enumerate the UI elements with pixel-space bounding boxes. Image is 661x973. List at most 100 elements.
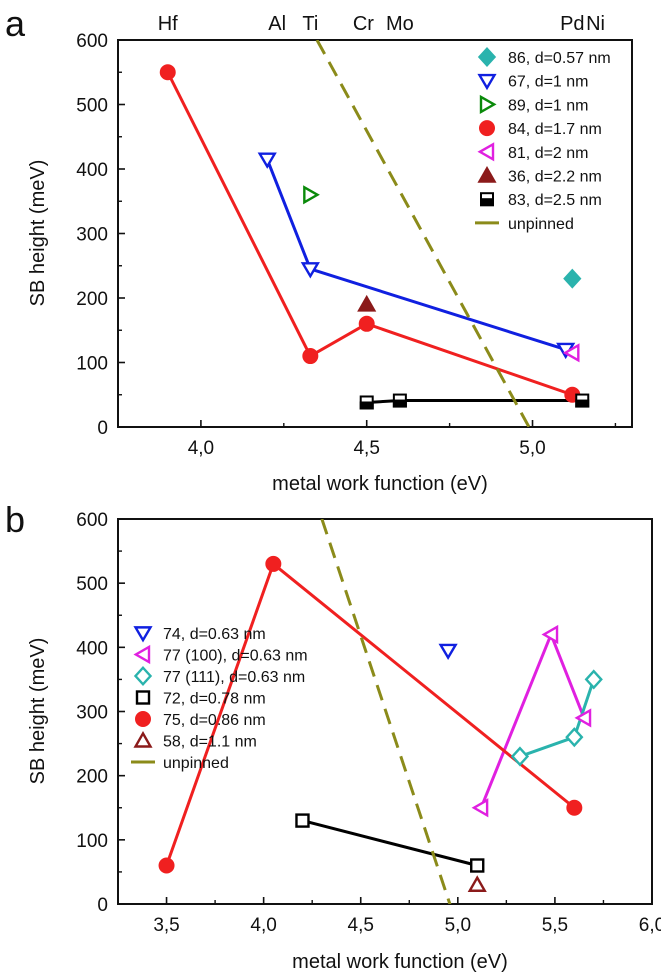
- panel-a-legend-label: 67, d=1 nm: [508, 74, 589, 91]
- panel-a-metal-label: Al: [268, 13, 286, 35]
- panel-b-legend-label: unpinned: [163, 755, 229, 772]
- panel-a-legend: 86, d=0.57 nm 67, d=1 nm 89, d=1 nm 84, d=1…: [475, 46, 611, 233]
- panel-b-x-tick-label: 4,5: [348, 915, 374, 936]
- panel-a-series-6-point: [575, 393, 590, 408]
- panel-b-y-axis-label: SB height (meV): [27, 638, 49, 785]
- panel-a-series-2-point: [303, 185, 320, 205]
- panel-b-x-tick-label: 4,0: [250, 915, 276, 936]
- panel-b-y-tick-label: 600: [76, 510, 108, 531]
- panel-b-series-1-point: [471, 798, 489, 818]
- panel-b-series-5-point: [467, 875, 487, 892]
- panel-a-metal-label: Pd: [560, 13, 584, 35]
- panel-b-x-tick-label: 6,0: [639, 915, 661, 936]
- panel-b-series-line-3: [302, 819, 478, 867]
- panel-b-x-axis-label: metal work function (eV): [292, 951, 508, 973]
- panel-b-series-4-point: [158, 857, 175, 874]
- panel-b-series-0-point: [438, 643, 458, 661]
- panel-a-legend-swatch-1: [477, 73, 497, 91]
- panel-a-metal-label: Hf: [158, 13, 178, 35]
- panel-a-legend-label: unpinned: [508, 216, 574, 233]
- panel-a-series-6-point-fill: [575, 399, 590, 408]
- panel-b-legend-label: 74, d=0.63 nm: [163, 626, 266, 643]
- panel-b-legend-swatch-3: [135, 690, 151, 705]
- panel-b-legend-label: 72, d=0.78 nm: [163, 691, 266, 708]
- panel-b-legend-label: 75, d=0.86 nm: [163, 712, 266, 729]
- panel-a-y-axis-label: SB height (meV): [27, 160, 49, 307]
- panel-a-legend-swatch-6-fill: [480, 198, 494, 207]
- panel-a-series-0-point: [563, 268, 582, 289]
- panel-a-y-tick-label: 100: [76, 354, 108, 375]
- panel-b-series-4-point: [265, 555, 282, 572]
- panel-b-y-tick-label: 500: [76, 574, 108, 595]
- panel-b-y-tick-label: 400: [76, 638, 108, 659]
- panel-a-legend-swatch-4: [477, 142, 495, 162]
- panel-a-x-tick-label: 5,0: [519, 438, 545, 459]
- panel-b: b 0 100 200 300 400 500 600 3,5 4,0 4,5 5,0 5,5 6,0 me…: [5, 499, 661, 973]
- panel-a-series-1-point: [300, 262, 320, 279]
- panel-a-y-tick-label: 200: [76, 289, 108, 310]
- panel-a-y-tick-label: 600: [76, 31, 108, 52]
- panel-b-y-tick-label: 300: [76, 703, 108, 724]
- panel-b-series-4-point: [566, 799, 583, 816]
- panel-b-series-2-point: [510, 746, 530, 767]
- panel-a-series-3-point: [358, 315, 375, 332]
- panel-a-metal-label: Cr: [353, 13, 374, 35]
- panel-b-x-tick-label: 5,5: [542, 915, 568, 936]
- panel-a-y-tick-label: 0: [97, 418, 108, 439]
- panel-a-series-5-point: [357, 294, 377, 312]
- panel-b-legend-swatch-1: [133, 644, 151, 665]
- panel-b-series-3-point: [295, 813, 310, 828]
- panel-a-series-3-point: [159, 64, 176, 81]
- panel-a-legend-label: 89, d=1 nm: [508, 97, 589, 114]
- panel-a-series-3-point: [302, 348, 319, 365]
- panel-a-series-6-point-fill: [359, 401, 374, 410]
- panel-a-metal-label: Ti: [302, 13, 318, 35]
- panel-b-series-1-point: [541, 624, 559, 645]
- panel-a-legend-swatch-6: [480, 192, 494, 207]
- panel-a-series-6-point-fill: [392, 399, 407, 408]
- panel-b-legend-swatch-0: [133, 626, 153, 643]
- panel-a-series-6-point: [392, 393, 407, 408]
- panel-a-series-line-7: [315, 40, 531, 427]
- panel-b-legend-label: 77 (111), d=0.63 nm: [163, 669, 305, 686]
- panel-b-legend-label: 77 (100), d=0.63 nm: [163, 648, 308, 665]
- panel-b-y-tick-label: 100: [76, 831, 108, 852]
- panel-b-y-tick-label: 0: [97, 895, 108, 916]
- panel-a-metal-label: Mo: [386, 13, 414, 35]
- panel-a-x-tick-label: 4,0: [188, 438, 214, 459]
- panel-a-legend-swatch-2: [479, 94, 497, 114]
- panel-a: a 0 100 200 300 400 500 600 4,0 4,5 5,0 metal work …: [5, 3, 633, 495]
- panel-a-legend-label: 83, d=2.5 nm: [508, 192, 602, 209]
- panel-a-legend-label: 81, d=2 nm: [508, 145, 589, 162]
- panel-a-y-tick-label: 400: [76, 160, 108, 181]
- panel-a-letter: a: [5, 3, 26, 44]
- panel-b-series-line-6: [320, 519, 452, 904]
- panel-a-x-axis-label: metal work function (eV): [272, 473, 488, 495]
- panel-a-series-6-point: [359, 395, 374, 410]
- panel-a-series-4-point: [562, 343, 580, 363]
- panel-b-series-2-point: [565, 727, 584, 748]
- panel-a-series-1-point: [257, 152, 277, 169]
- panel-a-legend-swatch-5: [477, 165, 497, 183]
- panel-a-x-tick-label: 4,5: [353, 438, 379, 459]
- panel-b-series-3-point: [470, 858, 485, 873]
- panel-a-metal-label: Ni: [586, 13, 605, 35]
- panel-b-series-1-point: [574, 708, 592, 728]
- panel-b-series-2-point: [584, 669, 603, 690]
- panel-b-y-tick-label: 200: [76, 767, 108, 788]
- panel-b-legend-label: 58, d=1.1 nm: [163, 734, 257, 751]
- panel-b-series-line-1: [479, 633, 586, 809]
- panel-b-x-tick-label: 5,0: [445, 915, 471, 936]
- panel-a-series-line-3: [166, 71, 573, 397]
- panel-a-legend-swatch-3: [479, 120, 495, 137]
- panel-a-legend-label: 84, d=1.7 nm: [508, 121, 602, 138]
- panel-b-legend-swatch-2: [133, 665, 153, 687]
- panel-a-legend-swatch-0: [477, 46, 497, 68]
- panel-b-letter: b: [5, 499, 25, 540]
- panel-b-legend-swatch-5: [133, 730, 153, 748]
- panel-a-y-tick-label: 300: [76, 225, 108, 246]
- panel-b-legend: 74, d=0.63 nm 77 (100), d=0.63 nm 77 (111)…: [131, 626, 308, 772]
- panel-a-legend-label: 86, d=0.57 nm: [508, 50, 611, 67]
- panel-b-legend-swatch-4: [135, 711, 151, 727]
